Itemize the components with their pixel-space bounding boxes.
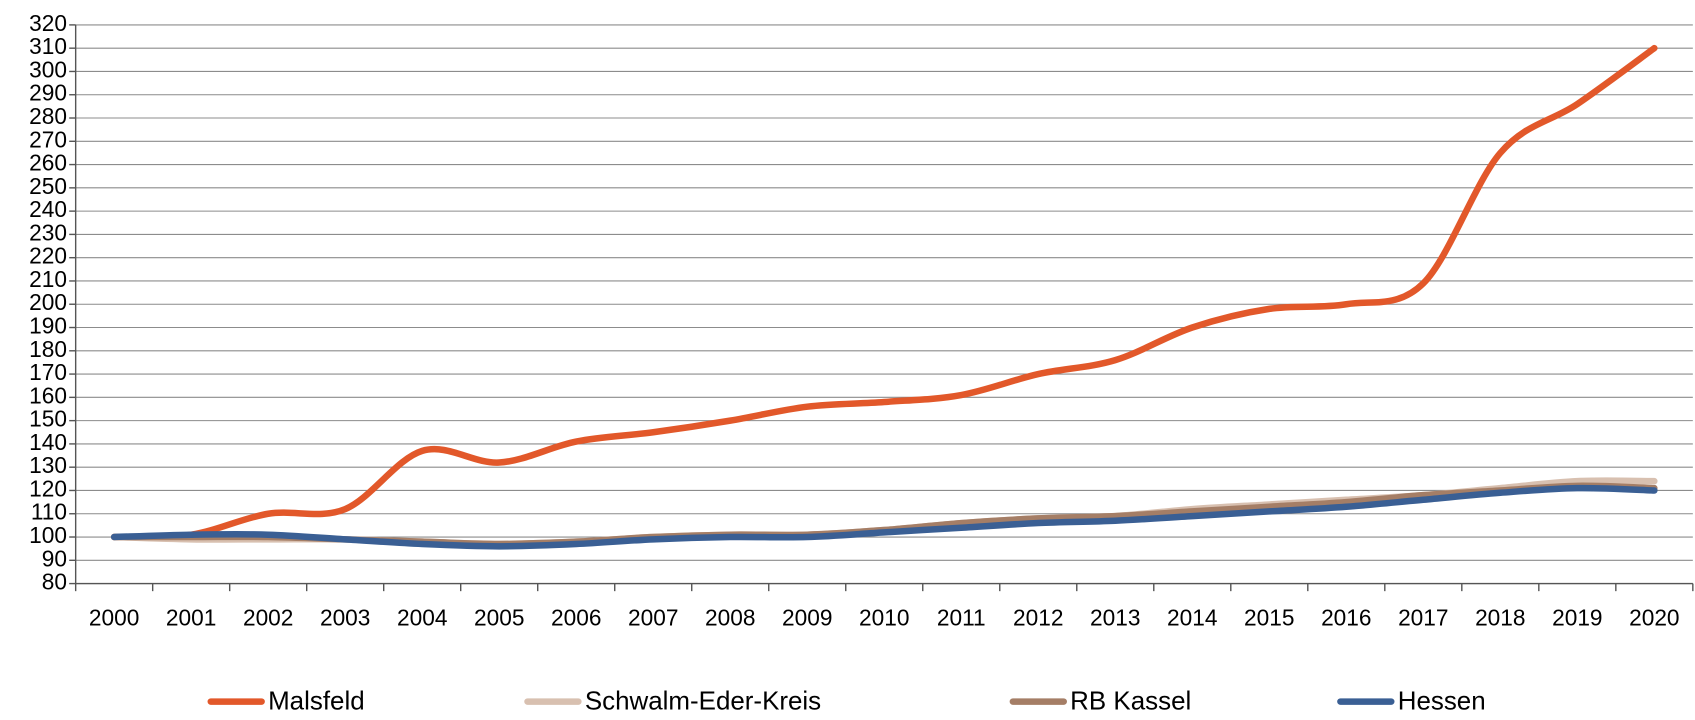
x-tick-label: 2006 [551,604,601,630]
legend-label: Malsfeld [268,686,365,716]
y-tick-label: 90 [42,545,67,571]
y-tick-label: 320 [29,10,67,36]
x-tick-label: 2010 [859,604,909,630]
x-tick-label: 2004 [397,604,447,630]
x-tick-label: 2018 [1475,604,1525,630]
y-tick-label: 130 [29,452,67,478]
x-tick-label: 2016 [1321,604,1371,630]
y-tick-label: 310 [29,33,67,59]
x-tick-label: 2002 [243,604,293,630]
y-tick-label: 260 [29,150,67,176]
y-tick-label: 120 [29,475,67,501]
legend-label: Hessen [1398,686,1486,716]
y-tick-label: 140 [29,429,67,455]
y-tick-label: 280 [29,103,67,129]
y-tick-label: 80 [42,569,67,595]
series-line [110,484,1658,550]
y-tick-label: 250 [29,173,67,199]
y-tick-label: 240 [29,196,67,222]
x-tick-label: 2008 [705,604,755,630]
y-tick-label: 270 [29,126,67,152]
y-tick-label: 190 [29,313,67,339]
y-tick-label: 170 [29,359,67,385]
x-tick-label: 2000 [89,604,139,630]
y-tick-label: 300 [29,56,67,82]
y-tick-label: 200 [29,289,67,315]
x-tick-label: 2011 [937,604,986,630]
y-tick-label: 150 [29,406,67,432]
x-tick-label: 2005 [474,604,524,630]
y-tick-label: 180 [29,336,67,362]
legend-label: RB Kassel [1070,686,1191,716]
y-tick-label: 210 [29,266,67,292]
x-tick-label: 2013 [1090,604,1140,630]
x-tick-label: 2017 [1398,604,1448,630]
series-line [110,44,1658,541]
y-tick-label: 230 [29,219,67,245]
y-tick-label: 110 [31,499,67,525]
legend-label: Schwalm-Eder-Kreis [585,686,821,716]
y-tick-label: 220 [29,243,67,269]
x-tick-label: 2015 [1244,604,1294,630]
x-tick-label: 2007 [628,604,678,630]
y-tick-label: 100 [29,522,67,548]
y-tick-label: 290 [29,80,67,106]
x-tick-label: 2019 [1552,604,1602,630]
x-tick-label: 2014 [1167,604,1217,630]
x-tick-label: 2020 [1629,604,1679,630]
x-tick-label: 2012 [1013,604,1063,630]
y-tick-label: 160 [29,382,67,408]
x-tick-label: 2001 [166,604,216,630]
x-tick-label: 2009 [782,604,832,630]
x-tick-label: 2003 [320,604,370,630]
